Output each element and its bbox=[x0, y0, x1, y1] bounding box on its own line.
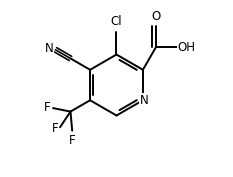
Text: OH: OH bbox=[178, 41, 196, 54]
Text: O: O bbox=[151, 10, 161, 23]
Text: F: F bbox=[44, 101, 51, 114]
Text: F: F bbox=[52, 122, 58, 135]
Text: N: N bbox=[139, 94, 148, 107]
Text: Cl: Cl bbox=[111, 15, 122, 28]
Text: N: N bbox=[45, 42, 54, 55]
Text: F: F bbox=[69, 134, 75, 147]
